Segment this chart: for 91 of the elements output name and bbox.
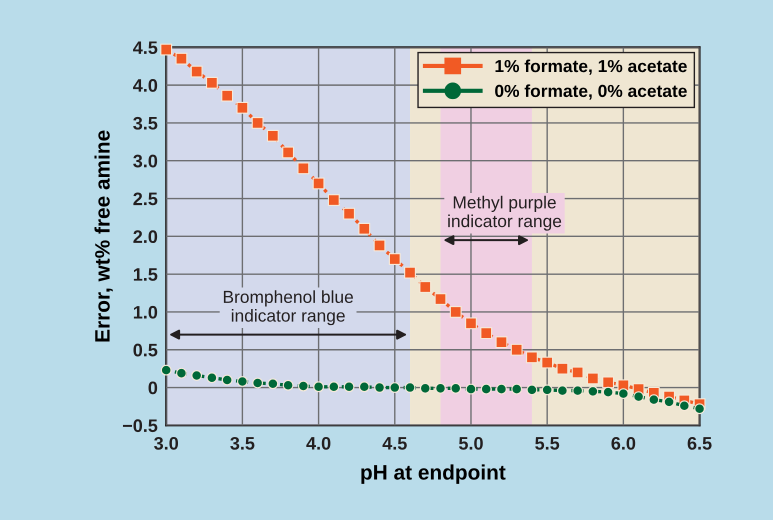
y-tick-label: 0.5	[133, 344, 158, 356]
point	[221, 90, 234, 102]
point	[496, 384, 507, 394]
y-axis-title: Error, wt% free amine	[94, 130, 113, 342]
point	[648, 394, 660, 406]
point	[404, 382, 416, 393]
x-tick-label: 6.0	[611, 436, 636, 450]
point	[618, 388, 629, 399]
point	[282, 380, 294, 391]
point	[466, 384, 476, 394]
point	[541, 356, 554, 369]
point	[465, 317, 477, 330]
point	[190, 66, 203, 78]
point	[358, 222, 370, 235]
point	[588, 386, 598, 397]
point	[633, 391, 644, 402]
point	[510, 344, 523, 356]
y-tick-label: 1.5	[134, 268, 158, 281]
point	[343, 208, 355, 220]
point	[206, 76, 218, 89]
point	[160, 44, 172, 56]
point	[450, 306, 462, 318]
point	[328, 381, 340, 392]
y-tick-label: −0.5	[122, 419, 158, 432]
x-tick-label: 5.5	[535, 437, 560, 450]
point	[237, 376, 248, 387]
point	[252, 378, 263, 388]
point	[450, 382, 462, 394]
point	[420, 382, 431, 394]
point	[434, 293, 446, 306]
y-tick-label: 1.0	[134, 306, 158, 319]
y-tick-label: 0	[148, 381, 158, 394]
point	[176, 52, 188, 65]
point	[404, 266, 416, 279]
legend-label: 1% formate, 1% acetate	[496, 59, 687, 75]
point	[572, 385, 584, 396]
y-tick-label: 3.0	[133, 154, 158, 168]
legend-label: 0% formate, 0% acetate	[495, 84, 687, 100]
x-tick-label: 6.5	[688, 436, 712, 450]
point	[572, 366, 584, 378]
point	[388, 253, 401, 265]
point	[298, 380, 309, 392]
point	[313, 381, 324, 392]
point	[557, 385, 568, 396]
point	[206, 372, 218, 384]
band-label: Methyl purple indicator range	[448, 196, 562, 231]
point	[602, 386, 614, 398]
point	[297, 162, 310, 174]
x-tick-label: 3.5	[230, 436, 254, 450]
point	[236, 102, 248, 114]
point	[222, 374, 233, 386]
point	[480, 384, 492, 394]
point	[266, 130, 279, 142]
x-tick-label: 5.0	[458, 436, 483, 450]
point	[694, 403, 705, 414]
point	[374, 382, 385, 393]
point	[435, 382, 446, 394]
band-label: Bromphenol blue indicator range	[224, 290, 353, 326]
point	[160, 364, 172, 376]
point	[542, 384, 553, 396]
point	[496, 336, 508, 348]
point	[678, 400, 690, 412]
point	[268, 378, 278, 390]
x-axis-title: pH at endpoint	[361, 464, 506, 484]
point	[480, 327, 492, 340]
y-tick-label: 2.0	[133, 230, 158, 244]
point	[282, 146, 294, 158]
point	[358, 381, 370, 392]
point	[312, 177, 325, 190]
point	[526, 384, 538, 396]
point	[419, 281, 432, 293]
x-tick-label: 4.0	[306, 436, 330, 450]
point	[511, 384, 522, 394]
x-tick-label: 3.0	[154, 436, 178, 450]
point	[176, 368, 187, 379]
point	[664, 396, 674, 408]
point	[602, 376, 614, 388]
point	[252, 116, 264, 129]
y-tick-label: 4.0	[133, 79, 158, 92]
point	[344, 381, 354, 392]
y-tick-label: 4.5	[133, 41, 158, 54]
point	[526, 351, 538, 364]
point	[556, 362, 568, 375]
x-tick-label: 4.5	[382, 437, 407, 450]
point	[389, 382, 400, 393]
y-tick-label: 3.5	[133, 116, 158, 130]
point	[586, 372, 599, 384]
point	[374, 239, 386, 252]
y-tick-label: 2.5	[133, 192, 158, 206]
point	[191, 370, 202, 381]
point	[328, 194, 340, 206]
